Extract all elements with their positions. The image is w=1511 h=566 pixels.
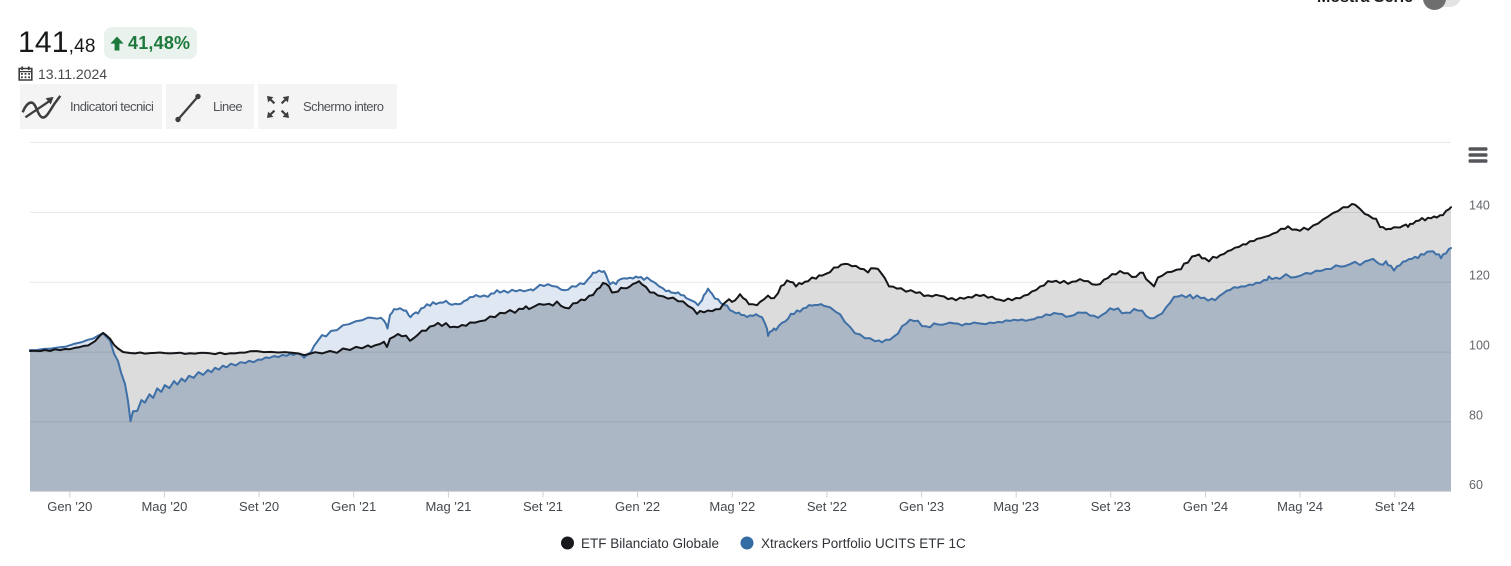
svg-text:Gen '20: Gen '20 [47, 499, 92, 514]
svg-text:Mag '23: Mag '23 [993, 499, 1039, 514]
svg-text:Set '21: Set '21 [523, 499, 563, 514]
svg-text:ETF Bilanciato Globale: ETF Bilanciato Globale [581, 536, 719, 551]
svg-text:Set '20: Set '20 [239, 499, 279, 514]
svg-text:Gen '23: Gen '23 [899, 499, 944, 514]
svg-text:Gen '24: Gen '24 [1183, 499, 1228, 514]
svg-text:Gen '21: Gen '21 [331, 499, 376, 514]
svg-text:140: 140 [1469, 199, 1490, 213]
svg-text:Mag '21: Mag '21 [425, 499, 471, 514]
svg-text:Mag '20: Mag '20 [141, 499, 187, 514]
svg-text:100: 100 [1469, 338, 1490, 352]
svg-text:Mag '24: Mag '24 [1277, 499, 1323, 514]
svg-text:Xtrackers Portfolio UCITS ETF: Xtrackers Portfolio UCITS ETF 1C [761, 536, 966, 551]
svg-text:Set '24: Set '24 [1375, 499, 1415, 514]
svg-text:Mag '22: Mag '22 [709, 499, 755, 514]
svg-text:Set '23: Set '23 [1091, 499, 1131, 514]
svg-text:60: 60 [1469, 478, 1483, 492]
svg-text:Gen '22: Gen '22 [615, 499, 660, 514]
svg-text:120: 120 [1469, 269, 1490, 283]
svg-text:Set '22: Set '22 [807, 499, 847, 514]
svg-text:80: 80 [1469, 408, 1483, 422]
